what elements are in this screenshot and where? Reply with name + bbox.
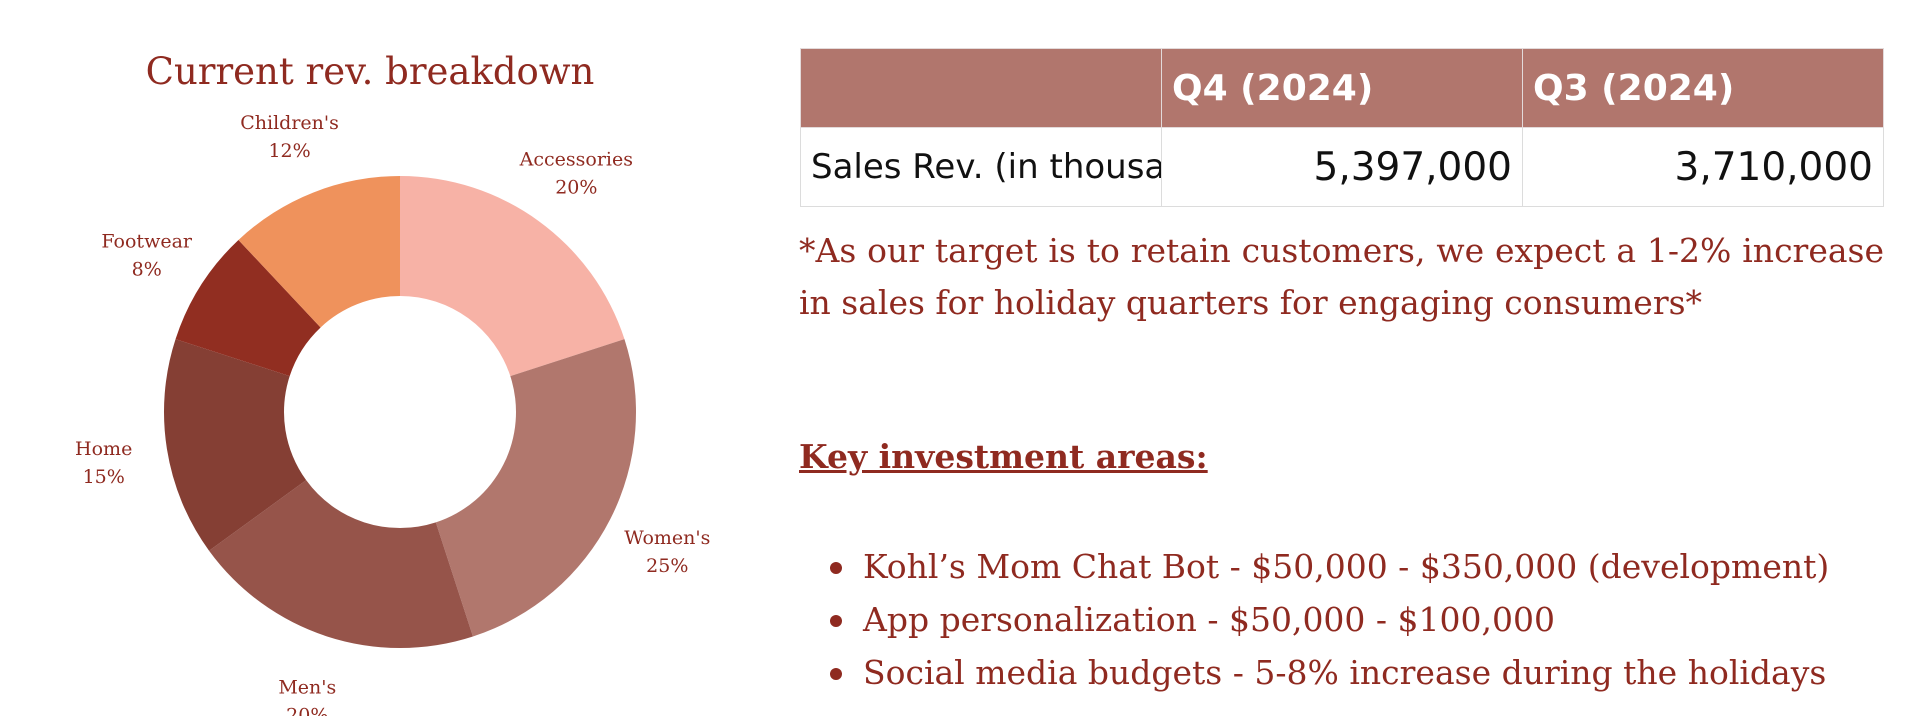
chart-title: Current rev. breakdown [145, 50, 595, 93]
list-item: App personalization - $50,000 - $100,000 [828, 593, 1829, 646]
slice-value-label: 25% [646, 555, 688, 577]
donut-slice-accessories [400, 176, 625, 377]
list-item: Kohl’s Mom Chat Bot - $50,000 - $350,000… [828, 540, 1829, 593]
slice-category-label: Accessories [519, 148, 633, 170]
cell-q3-sales: 3,710,000 [1522, 127, 1884, 207]
table-row: Sales Rev. (in thousands) 5,397,000 3,71… [800, 127, 1884, 207]
donut-slice-footwear [175, 239, 321, 377]
cell-q4-sales: 5,397,000 [1161, 127, 1523, 207]
slice-category-label: Men's [278, 676, 336, 698]
header-blank [800, 48, 1162, 128]
target-note: *As our target is to retain customers, w… [799, 231, 1884, 322]
donut-chart: Accessories 20% Women's 25% Men's 20% Home 15% F… [75, 112, 710, 716]
row-label-sales-rev: Sales Rev. (in thousands) [800, 127, 1162, 207]
header-q4-2024: Q4 (2024) [1161, 48, 1523, 128]
slice-value-label: 12% [268, 140, 310, 162]
header-q3-2024: Q3 (2024) [1522, 48, 1884, 128]
investment-heading: Key investment areas: [799, 437, 1208, 476]
slice-value-label: 20% [555, 176, 597, 198]
donut-slice-women-s [435, 339, 636, 637]
investment-list: Kohl’s Mom Chat Bot - $50,000 - $350,000… [828, 540, 1829, 699]
slice-category-label: Home [75, 438, 132, 460]
donut-slice-men-s [209, 480, 473, 649]
slice-category-label: Children's [240, 112, 339, 134]
slice-category-label: Women's [624, 527, 710, 549]
slice-category-label: Footwear [101, 230, 192, 252]
table-header-row: Q4 (2024) Q3 (2024) [800, 48, 1884, 128]
donut-slice-children-s [238, 176, 400, 328]
list-item: Social media budgets - 5-8% increase dur… [828, 646, 1829, 699]
slice-value-label: 15% [83, 466, 125, 488]
donut-slice-home [164, 339, 307, 551]
slice-value-label: 8% [132, 258, 162, 280]
revenue-table: Q4 (2024) Q3 (2024) Sales Rev. (in thous… [800, 48, 1884, 207]
slice-value-label: 20% [286, 704, 328, 716]
